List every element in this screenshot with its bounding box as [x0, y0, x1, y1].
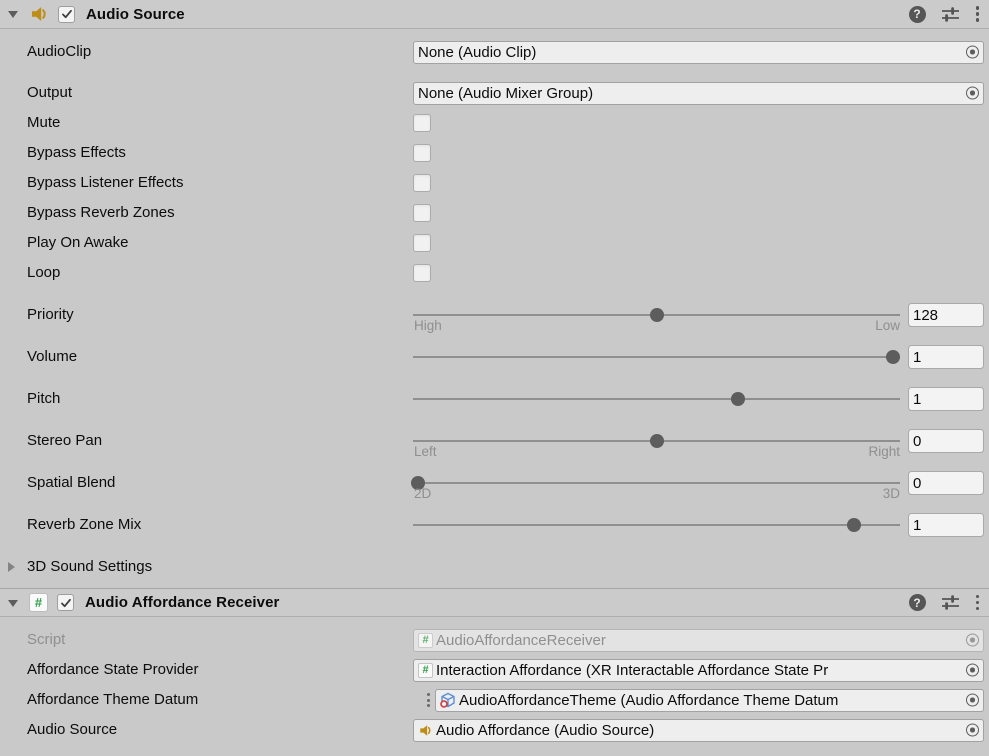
loop-checkbox[interactable] — [413, 264, 431, 282]
3d-sound-settings-foldout[interactable]: 3D Sound Settings — [0, 552, 989, 582]
help-icon[interactable]: ? — [908, 594, 926, 611]
slider-thumb[interactable] — [731, 392, 746, 406]
output-row: Output None (Audio Mixer Group) — [0, 78, 989, 108]
object-picker-icon[interactable] — [966, 663, 979, 677]
reverb-zone-mix-value-field[interactable] — [908, 513, 984, 537]
affordance-theme-datum-object-field[interactable]: AudioAffordanceTheme (Audio Affordance T… — [435, 688, 984, 712]
more-menu-icon[interactable] — [975, 5, 979, 23]
audio-source-body: AudioClip None (Audio Clip) Output None … — [0, 29, 989, 588]
object-picker-icon[interactable] — [966, 693, 979, 707]
pitch-slider[interactable] — [413, 384, 900, 414]
stereo-pan-row: Stereo Pan Left Right — [0, 426, 989, 468]
reverb-zone-mix-slider[interactable] — [413, 510, 900, 540]
audioclip-label: AudioClip — [27, 43, 92, 60]
script-row: Script # AudioAffordanceReceiver — [0, 625, 989, 655]
receiver-enabled-checkbox[interactable] — [57, 594, 74, 611]
priority-row: Priority High Low — [0, 300, 989, 342]
audio-source-ref-row: Audio Source Audio Affordance (Audio Sou… — [0, 715, 989, 745]
slider-thumb[interactable] — [846, 518, 861, 532]
component-title: Audio Affordance Receiver — [85, 594, 280, 611]
stereo-pan-slider[interactable] — [413, 426, 900, 456]
pitch-value-field[interactable] — [908, 387, 984, 411]
bypass-effects-row: Bypass Effects — [0, 138, 989, 168]
spatial-blend-row: Spatial Blend 2D 3D — [0, 468, 989, 510]
object-picker-icon[interactable] — [966, 86, 979, 100]
output-object-field[interactable]: None (Audio Mixer Group) — [413, 81, 984, 105]
audio-source-icon — [29, 4, 49, 24]
audioclip-object-field[interactable]: None (Audio Clip) — [413, 40, 984, 64]
bypass-listener-effects-checkbox[interactable] — [413, 174, 431, 192]
affordance-state-provider-object-field[interactable]: # Interaction Affordance (XR Interactabl… — [413, 658, 984, 682]
object-picker-icon[interactable] — [966, 45, 979, 59]
priority-value-field[interactable] — [908, 303, 984, 327]
slider-thumb[interactable] — [649, 308, 664, 322]
mute-checkbox[interactable] — [413, 114, 431, 132]
component-title: Audio Source — [86, 5, 185, 23]
volume-value-field[interactable] — [908, 345, 984, 369]
audio-source-icon — [418, 723, 433, 738]
slider-thumb[interactable] — [410, 476, 425, 490]
play-on-awake-checkbox[interactable] — [413, 234, 431, 252]
stereo-pan-value-field[interactable] — [908, 429, 984, 453]
more-menu-icon[interactable] — [975, 593, 979, 611]
drag-handle-icon[interactable] — [427, 692, 430, 708]
priority-slider[interactable] — [413, 300, 900, 330]
csharp-script-icon: # — [418, 632, 433, 648]
audio-source-ref-object-field[interactable]: Audio Affordance (Audio Source) — [413, 718, 984, 742]
volume-row: Volume — [0, 342, 989, 384]
presets-icon[interactable] — [941, 594, 960, 611]
object-picker-icon[interactable] — [966, 723, 979, 737]
audio-affordance-receiver-body: Script # AudioAffordanceReceiver Afforda… — [0, 617, 989, 745]
loop-row: Loop — [0, 258, 989, 288]
help-icon[interactable]: ? — [908, 5, 926, 23]
volume-slider[interactable] — [413, 342, 900, 372]
bypass-listener-effects-row: Bypass Listener Effects — [0, 168, 989, 198]
object-picker-icon[interactable] — [966, 633, 979, 647]
pitch-row: Pitch — [0, 384, 989, 426]
foldout-closed-icon[interactable] — [8, 562, 15, 572]
csharp-script-icon: # — [29, 593, 48, 612]
bypass-effects-checkbox[interactable] — [413, 144, 431, 162]
script-object-field: # AudioAffordanceReceiver — [413, 628, 984, 652]
bypass-reverb-zones-checkbox[interactable] — [413, 204, 431, 222]
presets-icon[interactable] — [941, 6, 960, 23]
affordance-theme-datum-row: Affordance Theme Datum AudioAffordanceTh… — [0, 685, 989, 715]
play-on-awake-row: Play On Awake — [0, 228, 989, 258]
slider-thumb[interactable] — [649, 434, 664, 448]
slider-thumb[interactable] — [885, 350, 900, 364]
audioclip-row: AudioClip None (Audio Clip) — [0, 37, 989, 67]
audio-source-header[interactable]: Audio Source ? — [0, 0, 989, 29]
spatial-blend-slider[interactable] — [410, 468, 900, 498]
mute-row: Mute — [0, 108, 989, 138]
csharp-script-icon: # — [418, 662, 433, 678]
audio-source-enabled-checkbox[interactable] — [58, 5, 75, 23]
bypass-reverb-zones-row: Bypass Reverb Zones — [0, 198, 989, 228]
foldout-open-icon[interactable] — [8, 599, 18, 607]
affordance-state-provider-row: Affordance State Provider # Interaction … — [0, 655, 989, 685]
spatial-blend-value-field[interactable] — [908, 471, 984, 495]
output-label: Output — [27, 84, 73, 101]
reverb-zone-mix-row: Reverb Zone Mix — [0, 510, 989, 552]
scriptable-object-icon — [440, 692, 456, 708]
foldout-open-icon[interactable] — [8, 11, 18, 18]
audio-affordance-receiver-header[interactable]: # Audio Affordance Receiver ? — [0, 588, 989, 617]
